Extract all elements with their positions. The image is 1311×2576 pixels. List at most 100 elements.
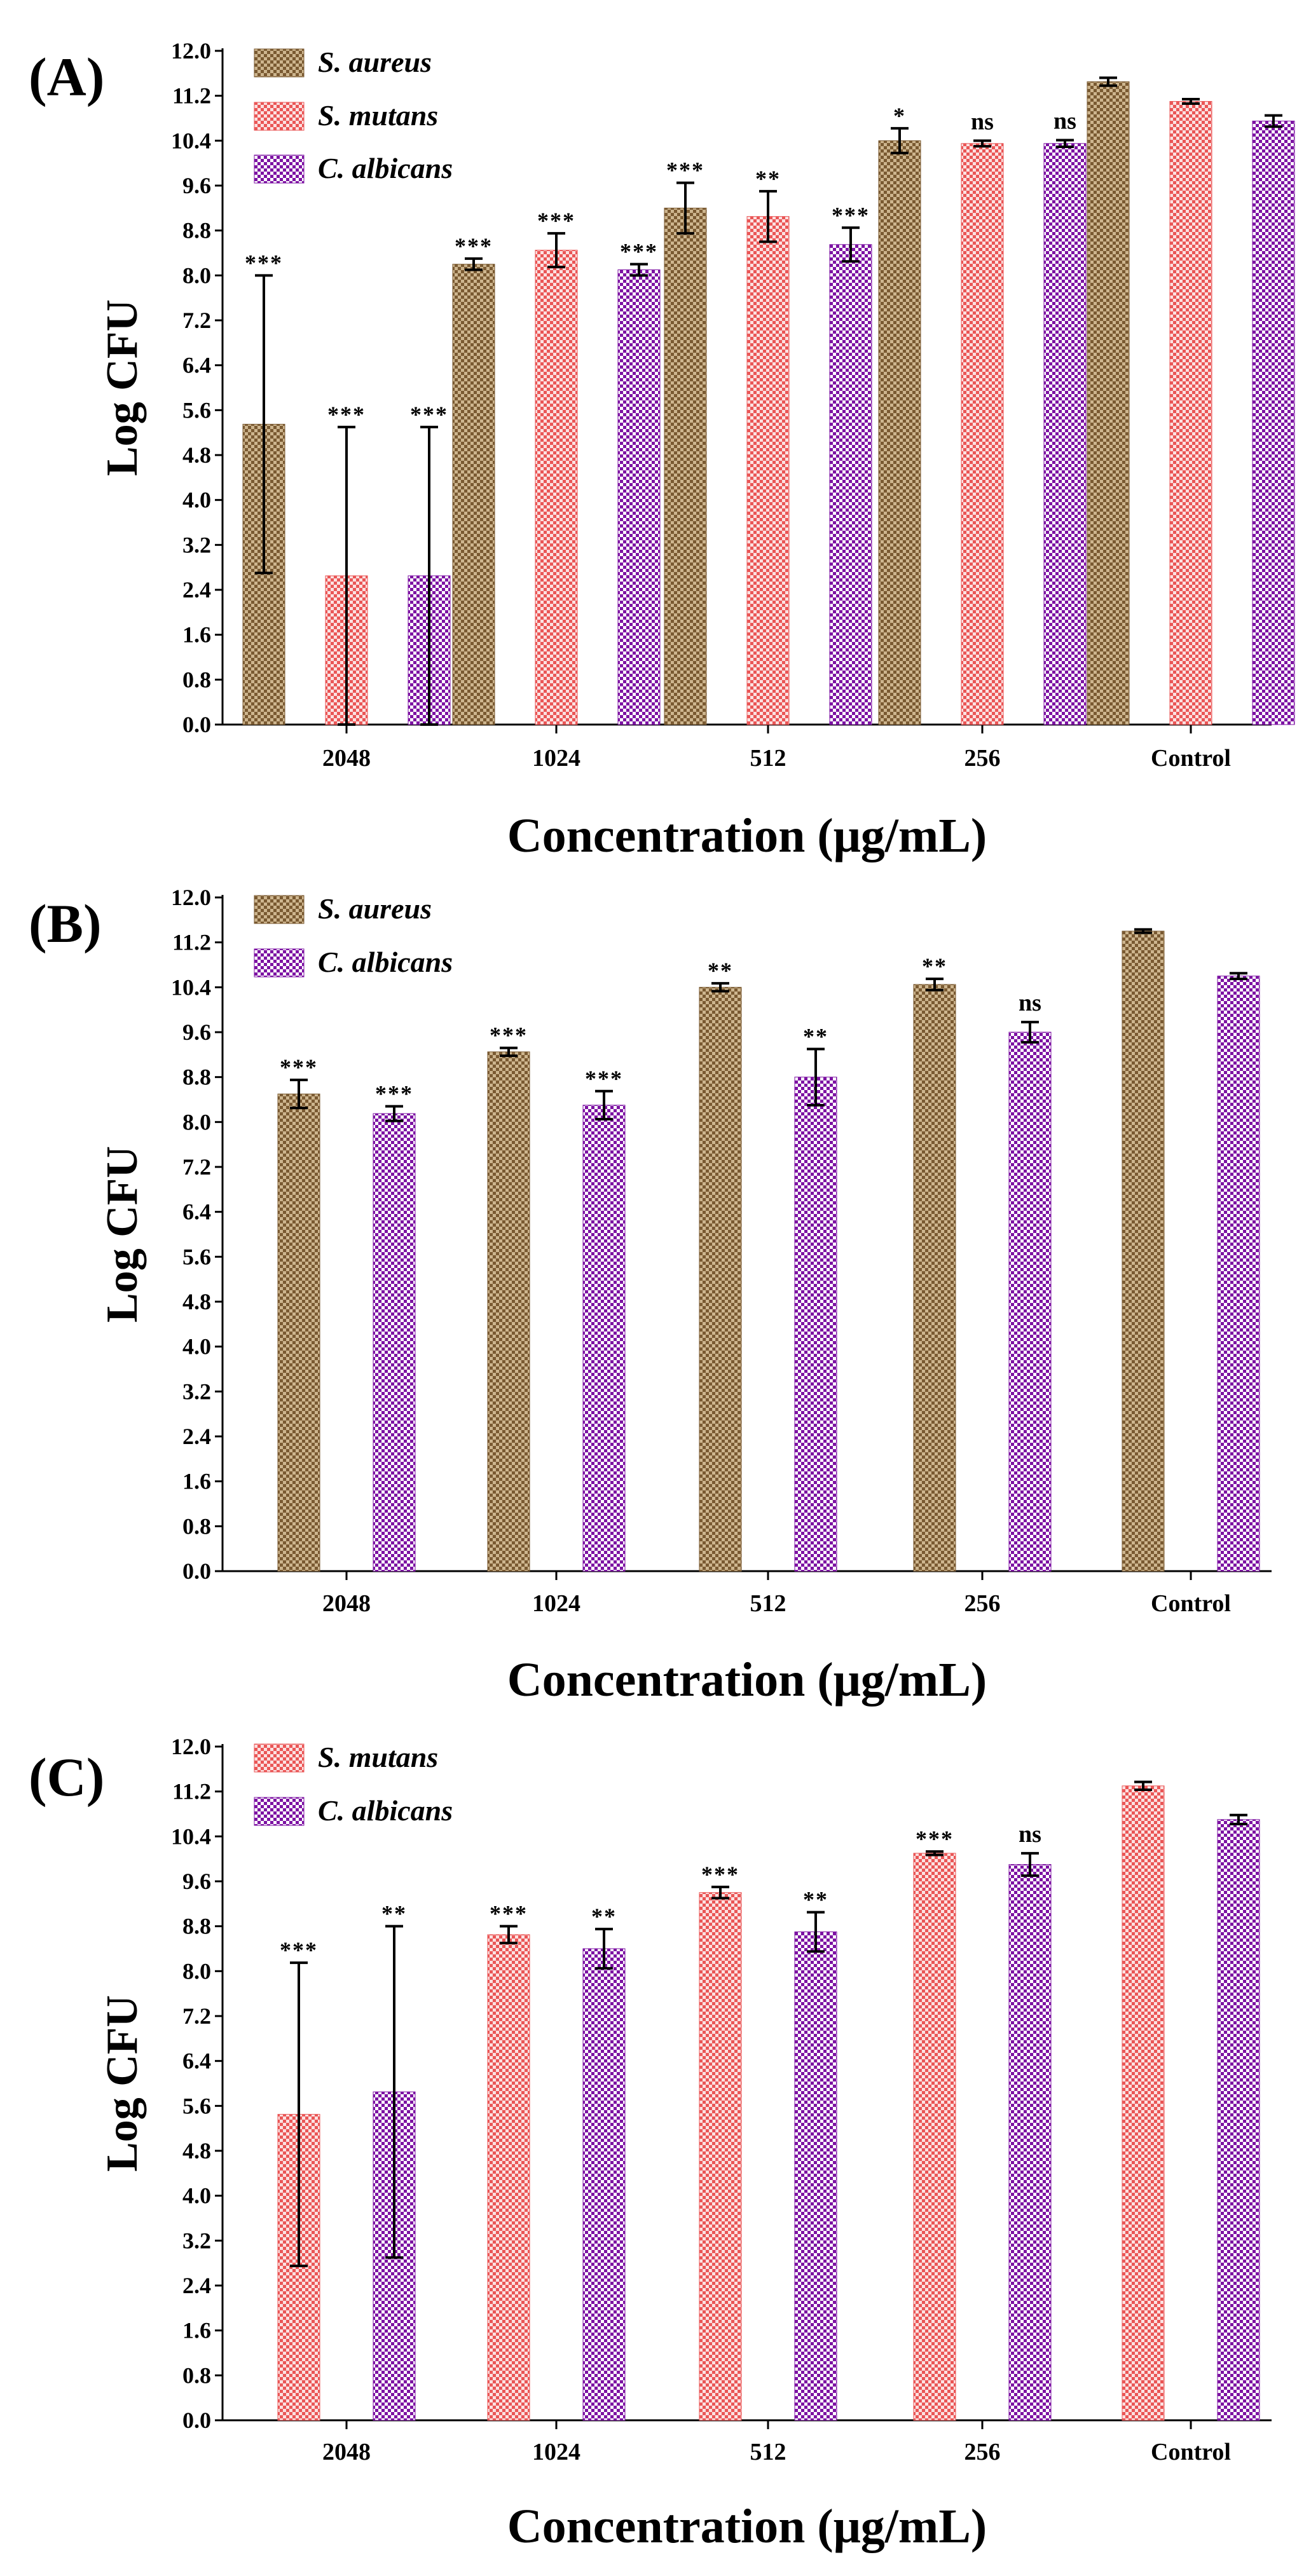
- x-tick-label: 2048: [322, 745, 371, 772]
- significance-label: ***: [327, 402, 366, 427]
- x-tick-label: 1024: [532, 1590, 580, 1617]
- y-tick-label: 2.4: [182, 1424, 211, 1449]
- y-tick-label: 7.2: [182, 2003, 211, 2029]
- bar-s-aureus-1024: [487, 1051, 530, 1572]
- y-tick-label: 0.0: [182, 1558, 211, 1584]
- bar-s-mutans-512: [699, 1892, 742, 2421]
- significance-label: ns: [1019, 1821, 1041, 1848]
- significance-label: ***: [585, 1066, 623, 1091]
- significance-label: ns: [1019, 990, 1041, 1016]
- legend-item-s-aureus: S. aureus: [254, 46, 432, 78]
- y-tick-label: 4.0: [182, 1334, 211, 1360]
- significance-label: ***: [455, 233, 493, 259]
- legend-label: S. aureus: [318, 46, 432, 78]
- legend-swatch: [254, 1743, 305, 1773]
- x-tick-label: 2048: [322, 2439, 371, 2465]
- significance-label: ***: [832, 202, 870, 228]
- y-tick-label: 12.0: [171, 1734, 211, 1759]
- legend-item-s-aureus: S. aureus: [254, 892, 432, 925]
- y-axis-title: Log CFU: [98, 1995, 147, 2172]
- legend-swatch: [254, 1797, 305, 1826]
- y-tick-label: 9.6: [182, 1019, 211, 1045]
- legend-swatch: [254, 102, 305, 131]
- y-tick-label: 6.4: [182, 2048, 211, 2074]
- bar-s-aureus-2048: [277, 1093, 320, 1572]
- y-axis-title: Log CFU: [98, 299, 147, 476]
- legend-label: S. aureus: [318, 892, 432, 925]
- significance-label: ns: [971, 108, 994, 135]
- x-tick-label: 1024: [532, 745, 580, 772]
- legend-label: C. albicans: [318, 946, 453, 978]
- bar-s-mutans-512: [746, 216, 790, 725]
- y-tick-label: 3.2: [182, 1379, 211, 1404]
- y-tick-label: 2.4: [182, 2273, 211, 2298]
- bar-s-aureus-control: [1087, 81, 1130, 725]
- x-tick-label: 512: [750, 2439, 786, 2465]
- legend-label: C. albicans: [318, 152, 453, 184]
- significance-label: **: [803, 1887, 828, 1912]
- significance-label: **: [755, 166, 781, 191]
- chart-panel-a: (A) Log CFU 0.0 0.8 1.6 2.4 3.2 4.0 4.8 5.6 6.4 7.2…: [29, 38, 1295, 862]
- x-axis-title: Concentration (μg/mL): [507, 809, 987, 862]
- bar-s-mutans-256: [961, 143, 1004, 725]
- panel-label: (B): [29, 893, 102, 954]
- bar-s-aureus-512: [699, 986, 742, 1572]
- y-tick-label: 10.4: [171, 128, 211, 153]
- y-tick-label: 9.6: [182, 173, 211, 198]
- panel-label: (C): [29, 1747, 104, 1808]
- x-tick-label: 256: [964, 2439, 1001, 2465]
- bar-s-mutans-control: [1122, 1785, 1165, 2421]
- significance-label: **: [708, 958, 733, 983]
- bar-s-mutans-control: [1169, 101, 1212, 725]
- significance-label: ***: [701, 1862, 739, 1887]
- x-tick-label: 1024: [532, 2439, 580, 2465]
- legend-swatch: [254, 48, 305, 78]
- x-axis-title: Concentration (μg/mL): [507, 1653, 987, 1707]
- significance-label: ***: [916, 1826, 954, 1851]
- y-tick-label: 8.0: [182, 1109, 211, 1135]
- y-tick-label: 8.8: [182, 1065, 211, 1090]
- y-tick-label: 0.0: [182, 2408, 211, 2433]
- y-tick-label: 11.2: [172, 83, 211, 109]
- bar-c-albicans-256: [1008, 1032, 1052, 1572]
- legend-label: S. mutans: [318, 99, 438, 132]
- bar-s-mutans-1024: [487, 1934, 530, 2421]
- y-tick-label: 1.6: [182, 622, 211, 648]
- y-tick-label: 10.4: [171, 974, 211, 1000]
- legend-swatch: [254, 948, 305, 978]
- y-tick-label: 3.2: [182, 532, 211, 557]
- legend-item-c-albicans: C. albicans: [254, 946, 453, 978]
- y-tick-label: 8.0: [182, 1958, 211, 1984]
- bar-s-aureus-256: [878, 140, 921, 725]
- significance-label: ***: [410, 402, 448, 427]
- significance-label: ***: [375, 1081, 413, 1107]
- x-tick-label: 2048: [322, 1590, 371, 1617]
- bar-s-aureus-1024: [452, 264, 495, 725]
- x-tick-label: 256: [964, 745, 1001, 772]
- significance-label: **: [381, 1901, 407, 1926]
- y-tick-label: 6.4: [182, 353, 211, 378]
- y-tick-label: 9.6: [182, 1869, 211, 1894]
- significance-label: **: [922, 953, 947, 979]
- y-tick-label: 0.8: [182, 2362, 211, 2388]
- bar-s-mutans-1024: [535, 250, 578, 725]
- y-tick-label: 12.0: [171, 38, 211, 64]
- significance-label: ***: [490, 1901, 528, 1926]
- significance-label: *: [893, 103, 906, 128]
- bar-c-albicans-2048: [373, 1113, 416, 1572]
- y-tick-label: 8.8: [182, 218, 211, 243]
- y-tick-label: 5.6: [182, 2093, 211, 2118]
- x-axis-title: Concentration (μg/mL): [507, 2500, 987, 2553]
- legend-item-c-albicans: C. albicans: [254, 1794, 453, 1827]
- significance-label: ***: [537, 208, 575, 233]
- significance-label: ***: [666, 158, 704, 183]
- significance-label: ns: [1054, 107, 1076, 134]
- x-tick-label: 512: [750, 745, 786, 772]
- y-tick-label: 0.8: [182, 667, 211, 692]
- y-tick-label: 6.4: [182, 1199, 211, 1225]
- x-tick-label: 512: [750, 1590, 786, 1617]
- y-tick-label: 8.8: [182, 1914, 211, 1939]
- bar-s-aureus-512: [664, 207, 707, 725]
- significance-label: ***: [620, 239, 658, 264]
- legend-swatch: [254, 154, 305, 184]
